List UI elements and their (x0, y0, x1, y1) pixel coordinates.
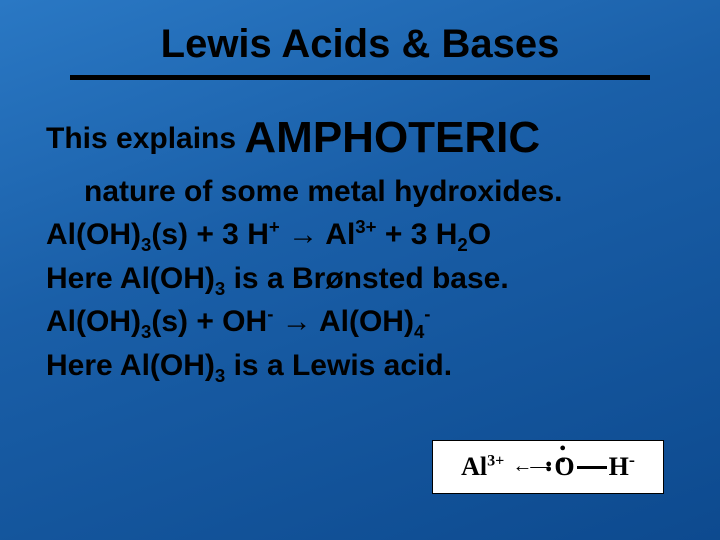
diagram-o-group: ● ● ●● O (554, 452, 574, 482)
eq1-lhs-sub: 3 (141, 234, 151, 255)
lewis-diagram: Al3+ ←— ● ● ●● O H- (432, 440, 664, 494)
lone-pair-left-icon: ●● (545, 462, 552, 472)
eq2-lhs-species: Al(OH) (46, 305, 141, 338)
eq2-lhs-state: (s) + OH (151, 305, 267, 338)
note1-a: Here Al(OH) (46, 262, 215, 295)
eq1-rhs-sub: 2 (457, 234, 467, 255)
bond-line-icon (577, 466, 607, 469)
note-1: Here Al(OH)3 is a Brønsted base. (46, 257, 680, 301)
note1-b: is a Brønsted base. (225, 262, 508, 295)
note-2: Here Al(OH)3 is a Lewis acid. (46, 344, 680, 388)
note2-b: is a Lewis acid. (225, 349, 452, 382)
eq1-arrow: → (280, 218, 326, 251)
slide-title: Lewis Acids & Bases (70, 22, 650, 80)
diagram-h-charge: - (629, 449, 635, 469)
lone-pair-top-icon: ● ● (559, 442, 569, 466)
eq2-lhs-sub: 3 (141, 321, 151, 342)
eq2-rhs-sup: - (424, 303, 430, 324)
diagram-h-text: H (609, 452, 629, 481)
nature-line: nature of some metal hydroxides. (46, 170, 680, 214)
note2-sub: 3 (215, 365, 225, 386)
diagram-al-text: Al (461, 452, 487, 481)
note1-sub: 3 (215, 278, 225, 299)
equation-2: Al(OH)3(s) + OH- → Al(OH)4- (46, 300, 680, 344)
eq1-rhs1-sup: 3+ (355, 216, 376, 237)
amphoteric-word: AMPHOTERIC (244, 113, 540, 162)
eq1-rhs-end: O (468, 218, 491, 251)
intro-line: This explains AMPHOTERIC (46, 106, 680, 170)
note2-a: Here Al(OH) (46, 349, 215, 382)
diagram-h: H- (609, 452, 635, 482)
eq1-rhs-mid: + 3 H (377, 218, 458, 251)
eq1-lhs-state: (s) + 3 H (151, 218, 269, 251)
lead-in-text: This explains (46, 122, 244, 155)
eq2-arrow: → (273, 305, 319, 338)
eq2-rhs-sub: 4 (414, 321, 424, 342)
eq2-rhs: Al(OH) (319, 305, 414, 338)
eq1-lhs-species: Al(OH) (46, 218, 141, 251)
eq1-rhs1: Al (325, 218, 355, 251)
equation-1: Al(OH)3(s) + 3 H+ → Al3+ + 3 H2O (46, 213, 680, 257)
diagram-al-charge: 3+ (487, 452, 504, 469)
eq1-lhs-sup: + (269, 216, 280, 237)
diagram-al: Al3+ (461, 452, 504, 482)
diagram-arrow-icon: ←— (512, 455, 548, 478)
